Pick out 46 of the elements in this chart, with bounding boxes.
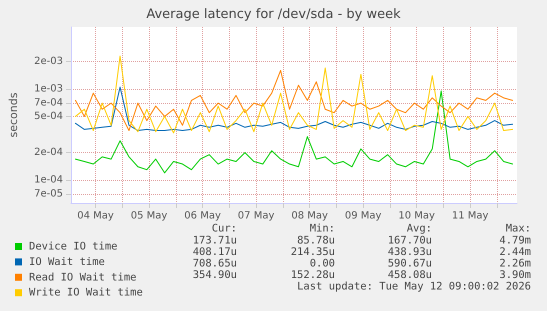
y-tick-label: 5e-04 [34,110,63,122]
x-tick-label: 05 May [130,210,168,222]
line-series [74,90,514,174]
text: 458.08u [388,269,432,281]
y-tick-label: 1e-03 [34,84,63,95]
y-axis-title: seconds [7,92,20,138]
text: 167.70u [388,234,432,246]
line-series [74,56,514,134]
legend-label: Device IO time [29,240,118,252]
x-tick-label: 06 May [184,210,221,222]
text: 2.44m [499,246,531,258]
text: Cur: [212,222,237,234]
text: 2.26m [499,258,531,270]
chart-title: Average latency for /dev/sda - by week [146,7,402,22]
text: 152.28u [290,269,335,281]
y-tick-label: 1e-04 [34,174,63,186]
text: 173.71u [192,234,237,246]
legend-label: Read IO Wait time [29,271,136,284]
text: Avg: [406,222,432,234]
text: 354.90u [192,269,237,281]
text: 0.00 [310,258,335,270]
text: Max: [506,222,531,234]
x-tick-label: 08 May [291,210,328,222]
text: 214.35u [290,246,335,258]
x-tick-label: 07 May [238,210,274,222]
y-tick-label: 7e-04 [34,98,63,109]
line-series [74,70,514,132]
text: 708.65u [192,258,237,270]
text: 438.93u [388,246,432,258]
legend-label: IO Wait time [29,256,105,268]
text: Last update: Tue May 12 09:00:02 2026 [297,280,531,292]
legend-label: Write IO Wait time [29,286,143,299]
y-tick-label: 2e-03 [34,56,63,68]
text: 4.79m [499,234,531,246]
text: Min: [310,222,335,234]
x-tick-label: 10 May [398,210,436,222]
text: 590.67u [388,258,432,270]
text: 85.78u [297,234,335,246]
x-tick-label: 04 May [77,210,114,222]
y-tick-label: 7e-05 [34,188,63,200]
y-tick-label: 2e-04 [34,147,63,158]
text: 408.17u [192,246,237,258]
x-tick-label: 11 May [452,210,489,222]
text: 3.90m [499,269,531,281]
x-tick-label: 09 May [344,210,382,222]
line-series [74,86,514,132]
